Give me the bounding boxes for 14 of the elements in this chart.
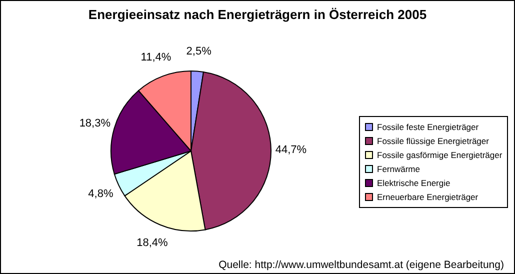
data-label: 18,3% [79, 117, 111, 130]
data-label: 2,5% [186, 45, 212, 58]
legend-label: Fossile flüssige Energieträger [377, 135, 489, 148]
legend-label: Erneuerbare Energieträger [377, 191, 478, 204]
legend-label: Fossile feste Energieträger [377, 121, 479, 134]
source-note: Quelle: http://www.umweltbundesamt.at (eigene Bearbeitung) [218, 259, 504, 271]
data-label: 11,4% [140, 51, 172, 64]
data-label: 44,7% [275, 144, 307, 156]
legend-label: Fossile gasförmige Energieträger [377, 149, 502, 162]
legend-label: Elektrische Energie [377, 177, 450, 190]
legend-label: Fernwärme [377, 163, 420, 176]
data-label: 18,4% [136, 237, 168, 250]
chart-title: Energieeinsatz nach Energieträgern in Österreich 2005 [87, 7, 428, 22]
data-label: 4,8% [88, 188, 114, 200]
